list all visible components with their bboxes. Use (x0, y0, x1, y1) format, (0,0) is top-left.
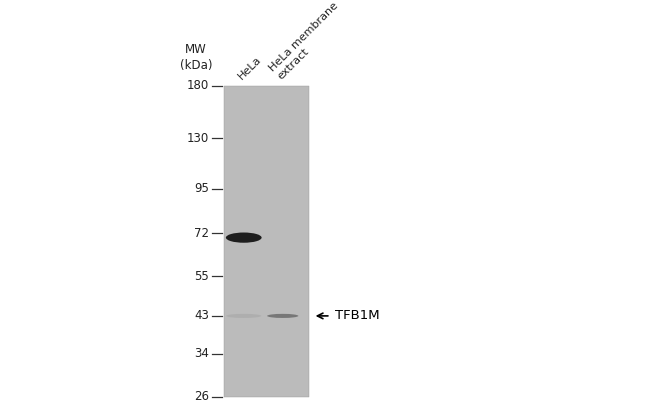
Text: TFB1M: TFB1M (335, 309, 380, 322)
Text: HeLa: HeLa (237, 55, 264, 82)
Text: 55: 55 (194, 270, 209, 283)
Text: 26: 26 (194, 390, 209, 403)
Text: 95: 95 (194, 182, 209, 195)
Text: MW
(kDa): MW (kDa) (180, 43, 213, 72)
Text: HeLa membrane
extract: HeLa membrane extract (268, 1, 348, 82)
Text: 34: 34 (194, 347, 209, 360)
Ellipse shape (226, 314, 261, 318)
Text: 72: 72 (194, 227, 209, 240)
Ellipse shape (226, 232, 261, 243)
Text: 43: 43 (194, 309, 209, 322)
Text: 130: 130 (187, 132, 209, 145)
Ellipse shape (267, 314, 298, 318)
Bar (224, 86, 309, 397)
Text: 180: 180 (187, 79, 209, 92)
